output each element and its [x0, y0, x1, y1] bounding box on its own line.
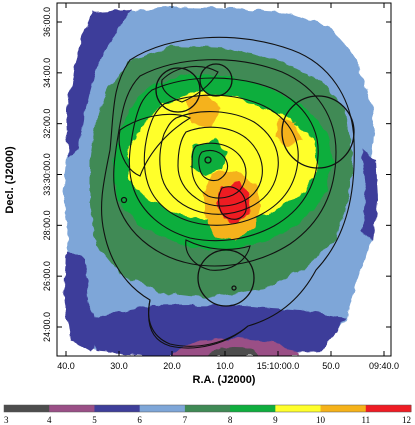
contours [100, 36, 355, 349]
colorbar-segment [139, 405, 186, 412]
colorbar-tick-label: 6 [137, 415, 142, 425]
colorbar-segment [49, 405, 95, 412]
y-axis-title: Decl. (J2000) [4, 146, 16, 214]
circle-south [197, 249, 255, 307]
colorbar-tick-label: 5 [92, 415, 97, 425]
y-tick-label: 33:30:00.0 [42, 153, 52, 196]
contour-6 [177, 126, 263, 207]
contour-4 [143, 94, 299, 226]
x-tick-label: 15:10:00.0 [257, 361, 300, 371]
x-tick-label: 09:40.0 [369, 361, 399, 371]
y-tick-label: 24:00.0 [42, 312, 52, 342]
contour-2 [113, 59, 337, 267]
y-axis-ticks: 36:00.0 34:00.0 32:00.0 33:30:00.0 28:00.0 26… [42, 7, 391, 342]
colorbar-tick-label: 8 [228, 415, 233, 425]
x-tick-label: 50.0 [322, 361, 340, 371]
contour-8 [198, 149, 229, 182]
colorbar-tick-label: 11 [361, 415, 370, 425]
contour-south-lobe [185, 239, 251, 271]
colorbar-tick-label: 4 [47, 415, 52, 425]
colorbar-segment [320, 405, 367, 412]
y-tick-label: 28:00.0 [42, 210, 52, 240]
x-axis-ticks: 40.0 30.0 20.0 10.0 15:10:00.0 50.0 09:40.0 [57, 3, 399, 371]
y-tick-label: 32:00.0 [42, 109, 52, 139]
colorbar-segment [94, 405, 141, 412]
x-axis-title: R.A. (J2000) [193, 374, 256, 386]
region-circles [120, 63, 355, 307]
marker-center [204, 156, 212, 164]
region-level-5-west [66, 10, 132, 158]
region-level-5-southwest [64, 250, 100, 352]
contour-3 [128, 77, 319, 242]
marker-south [231, 285, 237, 291]
contour-7 [191, 142, 247, 199]
contour-tail [148, 299, 249, 347]
x-tick-label: 30.0 [110, 361, 128, 371]
region-level-5-south [92, 305, 346, 356]
colorbar: 3 4 5 6 7 8 9 10 11 12 [3, 404, 412, 425]
contour-west-lobe [118, 113, 192, 177]
colorbar-tick-label: 9 [273, 415, 278, 425]
circle-northwest [155, 67, 201, 113]
plot-frame [56, 2, 392, 357]
contour-peak [218, 186, 247, 220]
region-level-5-east [362, 150, 378, 240]
circle-east [281, 95, 355, 169]
x-tick-label: 40.0 [57, 361, 75, 371]
circle-north [199, 63, 233, 97]
y-tick-label: 36:00.0 [42, 7, 52, 37]
x-tick-label: 10.0 [216, 361, 234, 371]
colorbar-segment [4, 405, 50, 412]
y-tick-label: 34:00.0 [42, 58, 52, 88]
colorbar-tick-label: 3 [4, 415, 9, 425]
region-level-10-north [186, 94, 220, 126]
colorbar-segment [230, 405, 276, 412]
colorbar-segment [184, 405, 231, 412]
intensity-map [63, 7, 378, 356]
colorbar-segment [365, 405, 412, 412]
x-tick-label: 20.0 [163, 361, 181, 371]
colorbar-tick-label: 10 [316, 415, 326, 425]
marker-west [120, 196, 128, 204]
colorbar-frame [3, 404, 412, 413]
colorbar-segment [275, 405, 322, 412]
colorbar-tick-label: 7 [183, 415, 188, 425]
contour-north-lobe [161, 65, 219, 103]
y-tick-label: 26:00.0 [42, 261, 52, 291]
contour-5 [159, 111, 279, 215]
plot-area [56, 2, 392, 357]
colorbar-tick-label: 12 [402, 415, 411, 425]
region-level-3 [205, 347, 262, 356]
region-level-4 [172, 338, 300, 356]
